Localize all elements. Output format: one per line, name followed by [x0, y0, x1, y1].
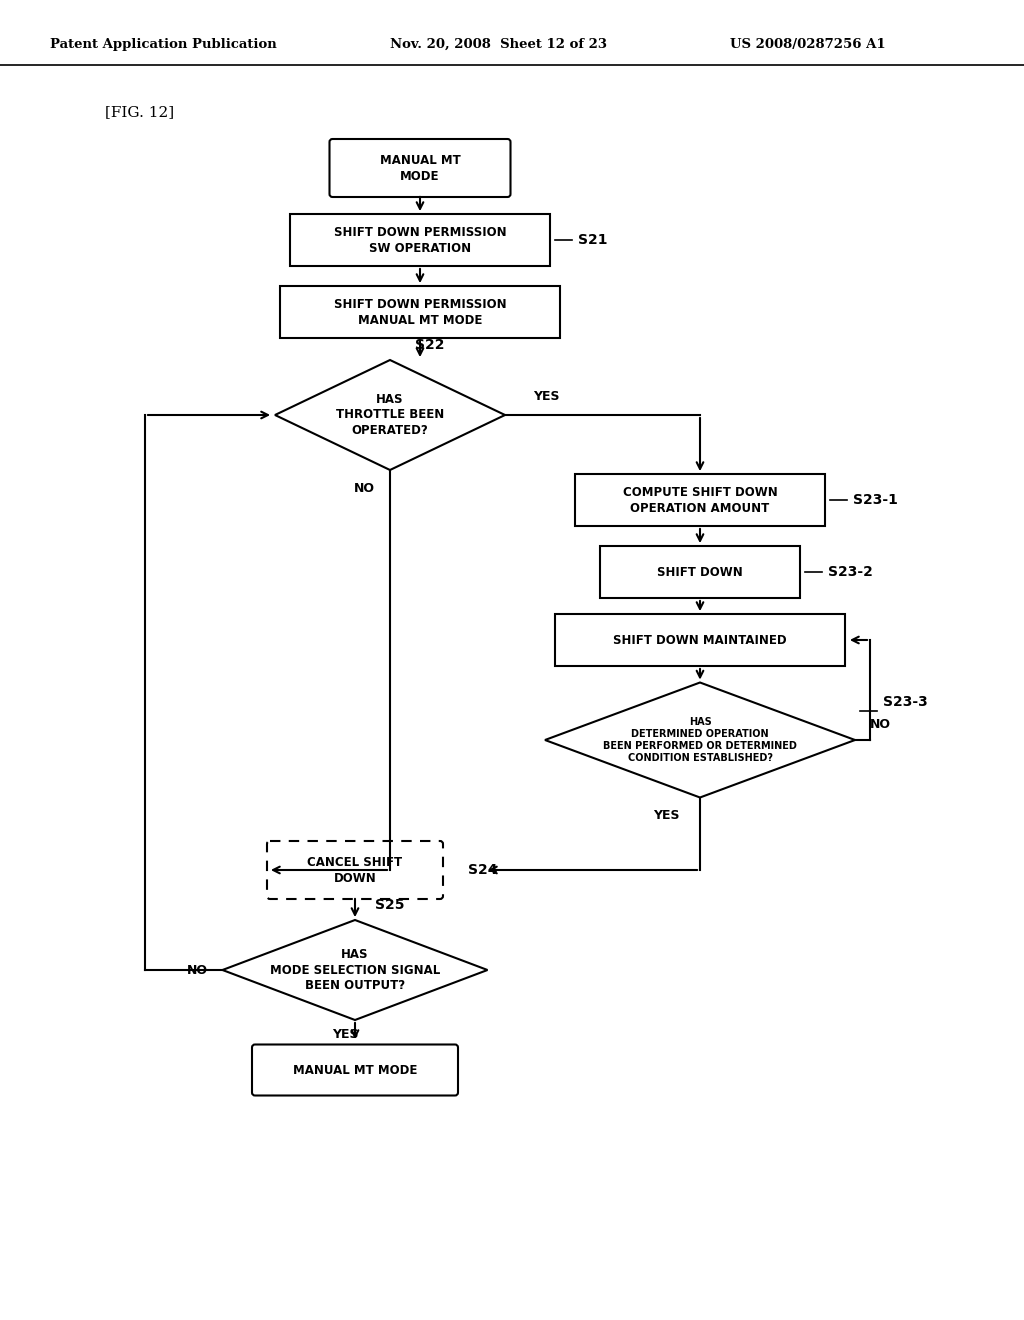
Text: NO: NO — [186, 964, 208, 977]
Text: SHIFT DOWN PERMISSION
SW OPERATION: SHIFT DOWN PERMISSION SW OPERATION — [334, 226, 506, 255]
Text: [FIG. 12]: [FIG. 12] — [105, 106, 174, 119]
Text: SHIFT DOWN PERMISSION
MANUAL MT MODE: SHIFT DOWN PERMISSION MANUAL MT MODE — [334, 297, 506, 326]
FancyBboxPatch shape — [330, 139, 511, 197]
FancyBboxPatch shape — [600, 546, 800, 598]
FancyBboxPatch shape — [280, 286, 560, 338]
Text: S24: S24 — [468, 863, 498, 876]
Polygon shape — [545, 682, 855, 797]
Text: HAS
MODE SELECTION SIGNAL
BEEN OUTPUT?: HAS MODE SELECTION SIGNAL BEEN OUTPUT? — [270, 948, 440, 993]
Text: S22: S22 — [415, 338, 444, 352]
FancyBboxPatch shape — [555, 614, 845, 667]
Text: S23-3: S23-3 — [883, 696, 928, 710]
Text: YES: YES — [332, 1028, 358, 1041]
Polygon shape — [275, 360, 505, 470]
Text: HAS
DETERMINED OPERATION
BEEN PERFORMED OR DETERMINED
CONDITION ESTABLISHED?: HAS DETERMINED OPERATION BEEN PERFORMED … — [603, 717, 797, 763]
FancyBboxPatch shape — [575, 474, 825, 525]
Polygon shape — [222, 920, 487, 1020]
Text: S21: S21 — [578, 234, 607, 247]
FancyBboxPatch shape — [252, 1044, 458, 1096]
FancyBboxPatch shape — [267, 841, 443, 899]
Text: US 2008/0287256 A1: US 2008/0287256 A1 — [730, 38, 886, 51]
Text: S23-2: S23-2 — [828, 565, 872, 579]
Text: COMPUTE SHIFT DOWN
OPERATION AMOUNT: COMPUTE SHIFT DOWN OPERATION AMOUNT — [623, 486, 777, 515]
Text: S25: S25 — [375, 898, 404, 912]
Text: NO: NO — [870, 718, 891, 731]
Text: Nov. 20, 2008  Sheet 12 of 23: Nov. 20, 2008 Sheet 12 of 23 — [390, 38, 607, 51]
Text: CANCEL SHIFT
DOWN: CANCEL SHIFT DOWN — [307, 855, 402, 884]
FancyBboxPatch shape — [290, 214, 550, 267]
Text: MANUAL MT MODE: MANUAL MT MODE — [293, 1064, 417, 1077]
Text: SHIFT DOWN: SHIFT DOWN — [657, 565, 742, 578]
Text: YES: YES — [653, 809, 680, 822]
Text: S23-1: S23-1 — [853, 492, 898, 507]
Text: NO: NO — [354, 482, 375, 495]
Text: HAS
THROTTLE BEEN
OPERATED?: HAS THROTTLE BEEN OPERATED? — [336, 393, 444, 437]
Text: MANUAL MT
MODE: MANUAL MT MODE — [380, 153, 461, 182]
Text: Patent Application Publication: Patent Application Publication — [50, 38, 276, 51]
Text: SHIFT DOWN MAINTAINED: SHIFT DOWN MAINTAINED — [613, 634, 786, 647]
Text: YES: YES — [534, 391, 559, 404]
